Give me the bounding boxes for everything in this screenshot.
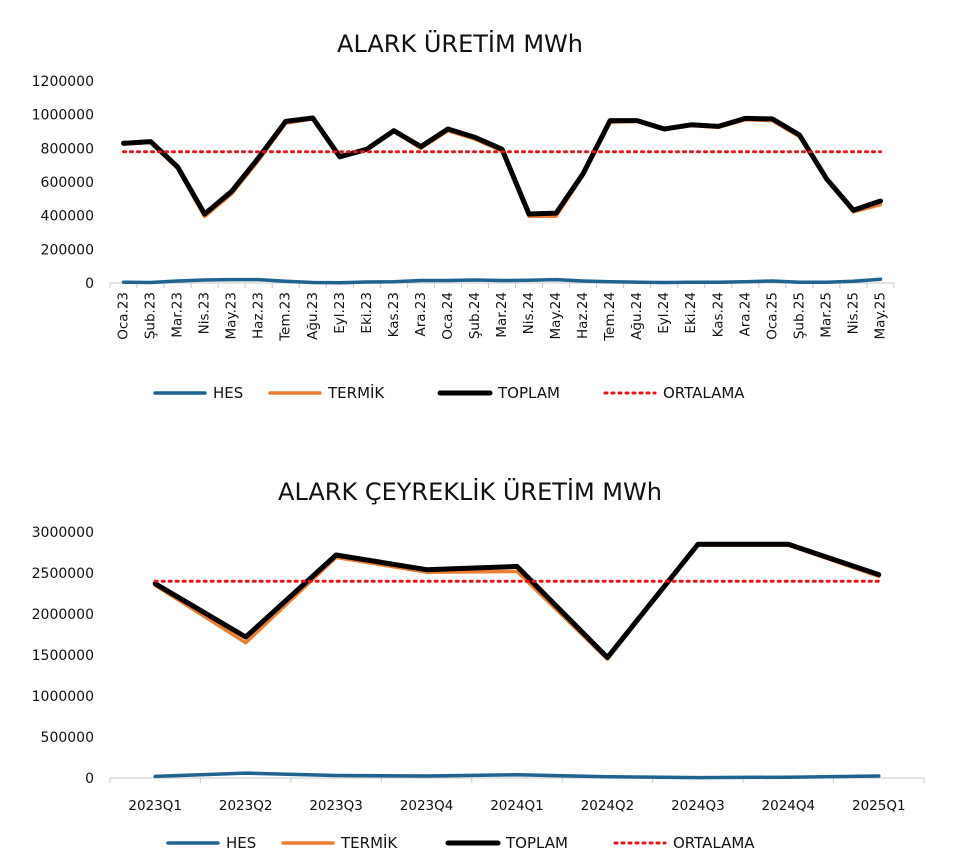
x-tick-label: Şub.23 <box>143 292 159 339</box>
series-line-hes <box>121 277 883 285</box>
x-tick-label: 2023Q1 <box>128 798 182 814</box>
series-line-termi̇k <box>121 117 883 219</box>
series-line-termi̇k <box>153 543 881 661</box>
legend: HES TERMİK TOPLAM ORTALAMA <box>166 833 755 852</box>
legend-label: ORTALAMA <box>673 834 755 852</box>
legend-label: TOPLAM <box>497 384 560 402</box>
y-tick-label: 200000 <box>41 242 94 258</box>
x-tick-label: Kas.24 <box>710 292 726 337</box>
legend-label: TERMİK <box>327 383 385 402</box>
y-tick-label: 500000 <box>41 730 94 746</box>
x-tick-label: Haz.24 <box>575 292 591 339</box>
x-tick-label: Ağu.23 <box>305 292 321 340</box>
x-tick-label: Nis.24 <box>521 292 537 334</box>
y-tick-label: 1000000 <box>32 689 94 705</box>
x-tick-label: 2024Q3 <box>671 798 725 814</box>
x-tick-label: 2023Q4 <box>400 798 454 814</box>
x-tick-label: Eki.24 <box>683 292 699 334</box>
y-tick-label: 3000000 <box>32 525 94 541</box>
chart-title: ALARK ÜRETİM MWh <box>337 29 583 58</box>
x-tick-label: Şub.24 <box>467 292 483 339</box>
x-tick-label: 2024Q1 <box>490 798 544 814</box>
series-line-toplam <box>121 115 883 217</box>
y-tick-label: 2500000 <box>32 566 94 582</box>
y-tick-label: 1200000 <box>32 74 94 90</box>
x-tick-label: Oca.23 <box>116 292 132 340</box>
x-tick-label: Oca.25 <box>764 292 780 340</box>
y-tick-label: 2000000 <box>32 607 94 623</box>
x-tick-label: Şub.25 <box>791 292 807 339</box>
x-tick-label: 2024Q4 <box>762 798 816 814</box>
series-line-toplam <box>152 541 882 660</box>
x-tick-label: 2024Q2 <box>581 798 635 814</box>
x-tick-label: Mar.23 <box>170 292 186 338</box>
y-tick-label: 400000 <box>41 209 94 225</box>
legend: HES TERMİK TOPLAM ORTALAMA <box>153 383 745 402</box>
x-tick-label: 2023Q2 <box>219 798 273 814</box>
x-tick-label: May.25 <box>872 292 888 339</box>
x-tick-label: Eyl.23 <box>332 292 348 334</box>
x-tick-label: 2023Q3 <box>309 798 363 814</box>
x-tick-label: Nis.23 <box>197 292 213 334</box>
legend-label: ORTALAMA <box>663 384 745 402</box>
y-tick-label: 0 <box>85 276 94 292</box>
x-tick-label: Haz.23 <box>251 292 267 339</box>
x-tick-label: May.23 <box>224 292 240 339</box>
x-tick-label: Mar.24 <box>494 292 510 338</box>
x-tick-label: Mar.25 <box>818 292 834 338</box>
legend-label: TOPLAM <box>505 834 568 852</box>
x-tick-label: Ara.23 <box>413 292 429 337</box>
x-tick-label: Kas.23 <box>386 292 402 337</box>
legend-label: HES <box>213 384 243 402</box>
x-tick-label: 2025Q1 <box>852 798 906 814</box>
legend-label: TERMİK <box>340 833 398 852</box>
x-tick-label: Tem.23 <box>278 292 294 342</box>
x-tick-label: Nis.25 <box>845 292 861 334</box>
legend-label: HES <box>226 834 256 852</box>
chart-1: ALARK ÜRETİM MWh 0 200000 400000 600000 80000… <box>32 29 895 402</box>
chart-2: ALARK ÇEYREKLİK ÜRETİM MWh 0 500000 1000000… <box>32 477 925 852</box>
x-tick-label: Ağu.24 <box>629 292 645 340</box>
x-tick-label: Eki.23 <box>359 292 375 334</box>
y-tick-label: 600000 <box>41 175 94 191</box>
y-tick-label: 0 <box>85 771 94 787</box>
y-tick-label: 1500000 <box>32 648 94 664</box>
y-tick-label: 1000000 <box>32 108 94 124</box>
x-tick-label: Eyl.24 <box>656 292 672 334</box>
chart-title: ALARK ÇEYREKLİK ÜRETİM MWh <box>278 477 662 506</box>
x-tick-label: Oca.24 <box>440 292 456 340</box>
x-tick-label: Ara.24 <box>737 292 753 337</box>
x-tick-label: May.24 <box>548 292 564 339</box>
x-tick-label: Tem.24 <box>602 292 618 342</box>
y-tick-label: 800000 <box>41 141 94 157</box>
series-line-hes <box>153 771 881 780</box>
